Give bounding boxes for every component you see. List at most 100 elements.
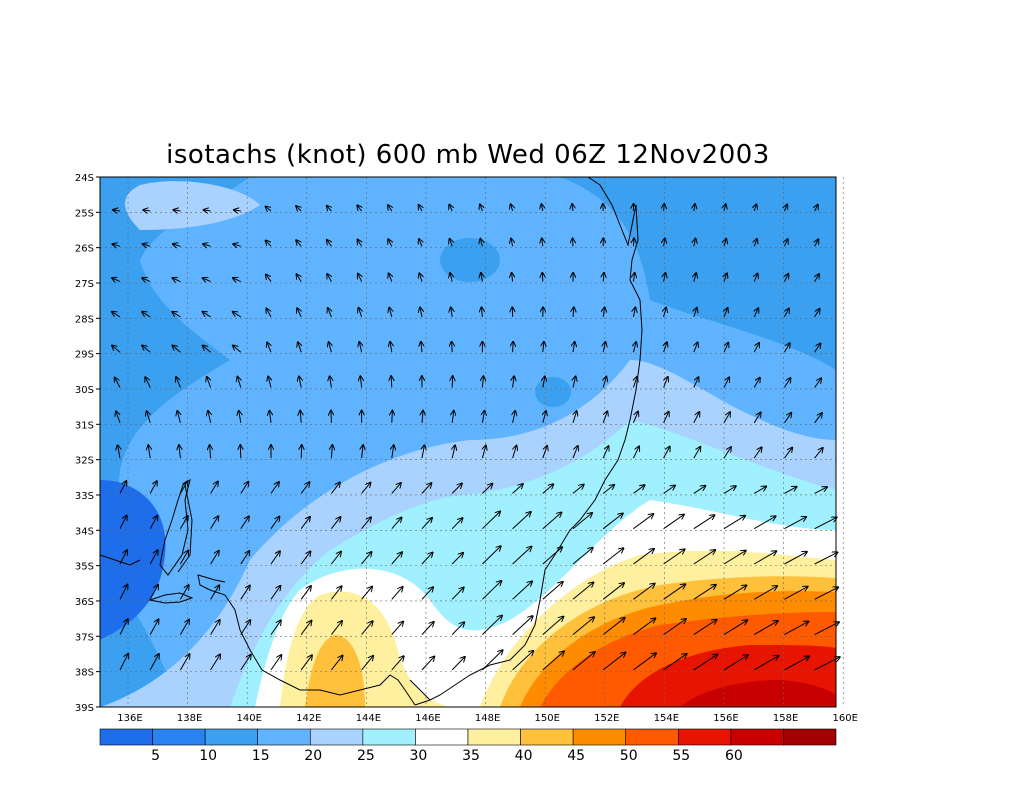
wind-arrow: [512, 616, 533, 635]
wind-arrow: [270, 586, 280, 600]
wind-arrow: [331, 586, 341, 600]
wind-arrow: [361, 483, 371, 494]
wind-arrow: [783, 448, 792, 459]
wind-arrow: [664, 377, 668, 388]
wind-arrow: [149, 654, 159, 671]
wind-arrow: [203, 244, 211, 246]
colorbar-swatch: [520, 728, 574, 746]
wind-arrow: [207, 377, 211, 388]
colorbar-swatch: [467, 728, 521, 746]
colorbar: 5 10 15 20 25 30 35 40 45 50 55 60: [99, 728, 837, 764]
wind-arrow: [359, 308, 362, 318]
wind-arrow: [331, 656, 342, 671]
wind-arrow: [603, 377, 606, 388]
wind-arrow: [391, 587, 403, 600]
wind-arrow: [391, 518, 402, 530]
wind-arrow: [753, 516, 775, 530]
wind-arrow: [814, 378, 822, 388]
wind-arrow: [542, 239, 543, 247]
wind-arrow: [513, 376, 515, 388]
wind-arrow: [784, 308, 789, 318]
wind-arrow: [422, 445, 424, 459]
wind-arrow: [300, 621, 311, 635]
wind-arrow: [573, 307, 574, 317]
wind-arrow: [145, 377, 151, 388]
wind-arrow: [298, 342, 301, 353]
wind-arrow: [602, 618, 625, 635]
wind-arrow: [542, 484, 553, 494]
colorbar-swatch: [572, 728, 627, 746]
wind-arrow: [143, 210, 151, 211]
wind-arrow: [331, 482, 340, 494]
wind-arrow: [814, 448, 823, 459]
wind-arrow: [361, 552, 372, 565]
wind-arrow: [602, 513, 622, 530]
wind-arrow: [783, 343, 789, 353]
wind-arrow: [266, 241, 272, 247]
wind-arrow: [421, 483, 431, 494]
wind-arrow: [234, 210, 241, 211]
wind-arrow: [753, 378, 760, 388]
colorbar-swatch: [730, 728, 784, 746]
wind-arrow: [421, 657, 434, 671]
wind-arrow: [270, 551, 280, 565]
wind-arrow: [572, 446, 578, 459]
wind-arrow: [331, 621, 342, 635]
wind-arrow: [172, 346, 181, 353]
lat-tick-label: 37S: [75, 632, 94, 643]
wind-arrow: [142, 312, 151, 318]
wind-arrow: [450, 239, 453, 247]
wind-arrow: [179, 654, 189, 671]
wind-arrow: [202, 312, 211, 318]
wind-arrow: [210, 620, 220, 635]
lat-tick-label: 39S: [75, 703, 94, 714]
wind-arrow: [693, 515, 715, 530]
wind-arrow: [663, 654, 687, 671]
wind-arrow: [329, 342, 332, 353]
wind-arrow: [451, 518, 462, 530]
wind-arrow: [203, 278, 211, 282]
wind-arrow: [270, 482, 279, 494]
wind-arrow: [573, 377, 576, 388]
wind-arrow: [266, 275, 272, 282]
wind-arrow: [482, 307, 483, 317]
colorbar-label: 20: [304, 748, 322, 764]
wind-arrow: [633, 342, 636, 353]
wind-arrow: [268, 377, 271, 388]
lat-tick-label: 28S: [75, 314, 94, 325]
wind-arrow: [233, 346, 242, 353]
wind-arrow: [361, 621, 373, 635]
wind-arrow: [543, 342, 544, 353]
wind-arrow: [270, 517, 279, 529]
wind-arrow: [451, 657, 465, 671]
wind-arrow: [723, 412, 730, 424]
wind-arrow: [112, 278, 121, 282]
wind-arrow: [693, 585, 716, 600]
wind-arrow: [814, 552, 838, 565]
wind-arrow: [300, 517, 310, 529]
colorbar-label: 25: [357, 748, 375, 764]
wind-arrow: [233, 244, 241, 246]
wind-arrow: [753, 447, 761, 459]
wind-arrow: [542, 547, 562, 565]
wind-arrow: [784, 487, 796, 494]
wind-arrow: [148, 445, 150, 459]
wind-arrow: [270, 620, 281, 635]
wind-arrow: [815, 205, 818, 212]
wind-arrow: [663, 485, 675, 494]
wind-arrow: [300, 411, 301, 423]
wind-arrow: [664, 204, 665, 212]
wind-arrow: [361, 517, 371, 530]
wind-arrow: [753, 621, 778, 636]
wind-arrow: [663, 515, 684, 530]
lat-tick-label: 36S: [75, 597, 94, 608]
wind-arrow: [513, 446, 517, 459]
colorbar-swatch: [309, 728, 364, 746]
band-60-plus: [680, 680, 836, 707]
wind-arrow: [362, 445, 363, 459]
wind-arrow: [633, 618, 655, 636]
wind-arrow: [421, 518, 432, 530]
wind-arrow: [172, 312, 181, 318]
wind-arrow: [814, 487, 827, 494]
wind-arrow: [572, 582, 593, 600]
